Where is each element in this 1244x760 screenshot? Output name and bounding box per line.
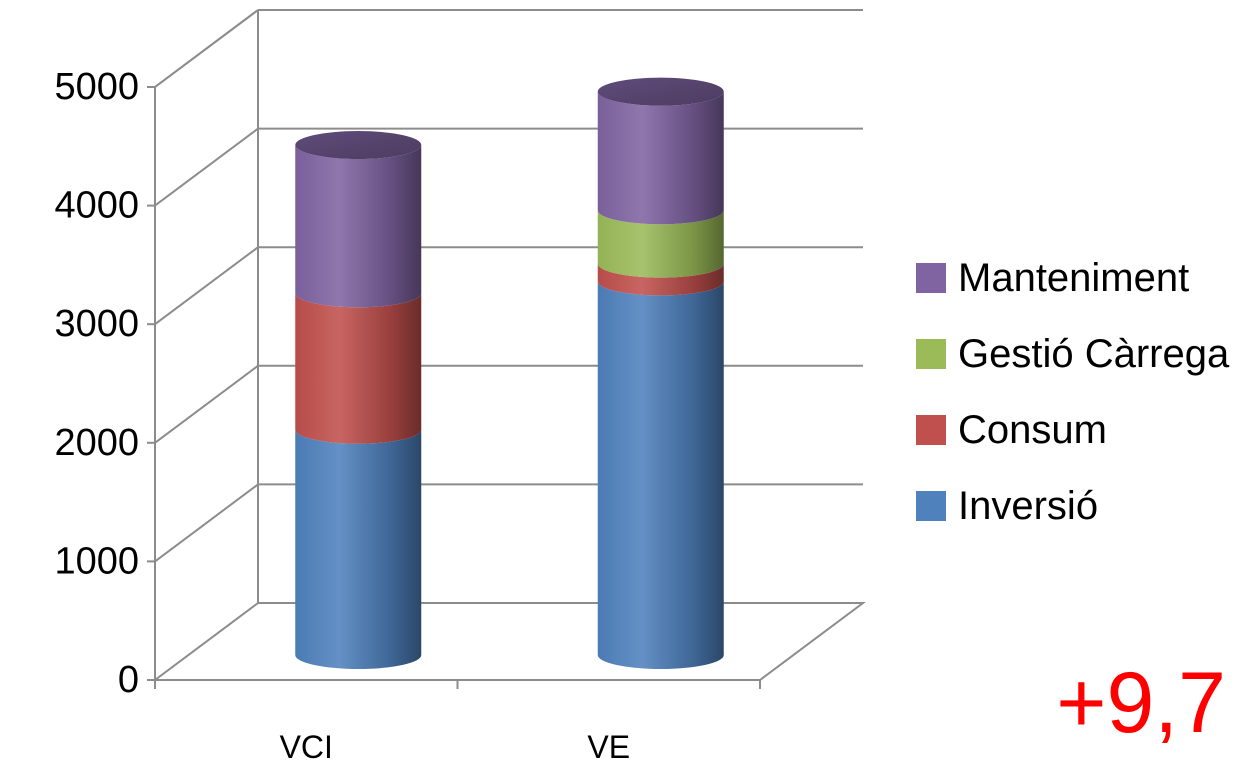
bar-segment: [597, 91, 724, 225]
legend-item: Gestió Càrrega: [916, 316, 1229, 392]
bars: [295, 77, 724, 670]
y-tick-label: 4000: [54, 185, 139, 227]
legend-swatch: [916, 263, 946, 293]
annotation-difference: +9,7: [1056, 655, 1226, 751]
legend-swatch: [916, 339, 946, 369]
legend-label: Inversió: [958, 483, 1099, 528]
chart-walls: [151, 10, 867, 681]
bar-top: [597, 77, 724, 106]
y-tick-label: 0: [118, 659, 139, 701]
x-tick-label: VCI: [280, 729, 333, 760]
y-tick-label: 3000: [54, 303, 139, 345]
legend: Manteniment Gestió Càrrega Consum Inversió: [916, 240, 1229, 544]
legend-item: Consum: [916, 392, 1229, 468]
gridline-diagonal: [154, 246, 259, 326]
x-tick-labels: VCI VE: [280, 729, 631, 760]
y-tick-label: 1000: [54, 540, 139, 582]
bar-segment: [295, 293, 422, 444]
legend-item: Inversió: [916, 468, 1229, 544]
bar-segment: [597, 263, 724, 296]
legend-label: Manteniment: [958, 255, 1190, 300]
y-tick-label: 5000: [54, 66, 139, 108]
gridline-diagonal: [154, 127, 259, 207]
floor: [151, 602, 867, 681]
legend-label: Gestió Càrrega: [958, 331, 1230, 376]
bar-top: [295, 131, 422, 160]
legend-swatch: [916, 491, 946, 521]
bar-segment: [295, 429, 422, 670]
y-tick-label: 2000: [54, 422, 139, 464]
bar-segment: [597, 281, 724, 670]
legend-item: Manteniment: [916, 240, 1229, 316]
bar-segment: [597, 210, 724, 278]
gridline-diagonal: [154, 483, 259, 563]
gridline-diagonal: [154, 364, 259, 444]
legend-label: Consum: [958, 407, 1107, 452]
y-tick-labels: 0 1000 2000 3000 4000 5000: [54, 66, 139, 701]
legend-swatch: [916, 415, 946, 445]
axes: [147, 86, 761, 689]
x-tick-label: VE: [587, 729, 630, 760]
bar-segment: [295, 145, 422, 308]
gridline-diagonal: [154, 9, 259, 88]
gridlines: [154, 9, 863, 563]
